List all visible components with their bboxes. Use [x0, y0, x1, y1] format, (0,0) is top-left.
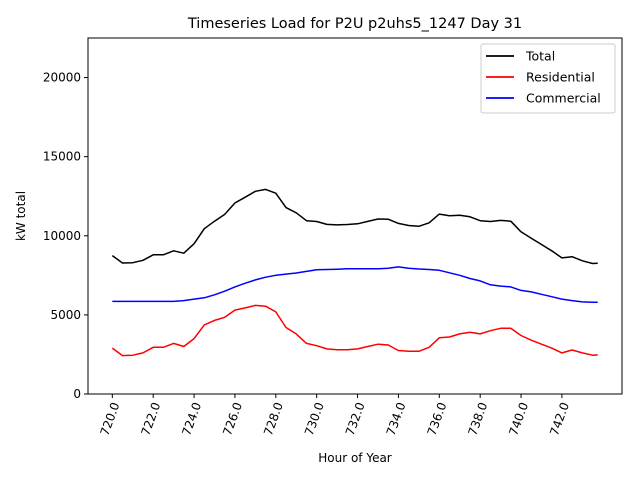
legend-label: Commercial	[526, 91, 601, 106]
legend-label: Total	[525, 49, 555, 64]
plot-frame	[87, 37, 623, 395]
series-line-residential	[111, 304, 598, 357]
series-line-total	[111, 188, 598, 265]
chart-title: Timeseries Load for P2U p2uhs5_1247 Day …	[187, 16, 522, 32]
series-line-commercial	[112, 266, 598, 303]
y-tick-label: 10000	[43, 229, 81, 243]
x-axis-label: Hour of Year	[318, 451, 392, 465]
series-layer	[111, 188, 598, 357]
legend: Total Residential Commercial	[480, 43, 616, 114]
y-tick-label: 0	[73, 387, 81, 401]
y-axis: 0 5000 10000 15000 20000	[43, 71, 88, 401]
y-axis-label: kW total	[14, 191, 28, 241]
legend-box	[480, 43, 616, 114]
legend-label: Residential	[526, 70, 595, 85]
y-tick-label: 15000	[43, 150, 81, 164]
y-tick-label: 5000	[50, 308, 81, 322]
y-tick-label: 20000	[43, 71, 81, 85]
